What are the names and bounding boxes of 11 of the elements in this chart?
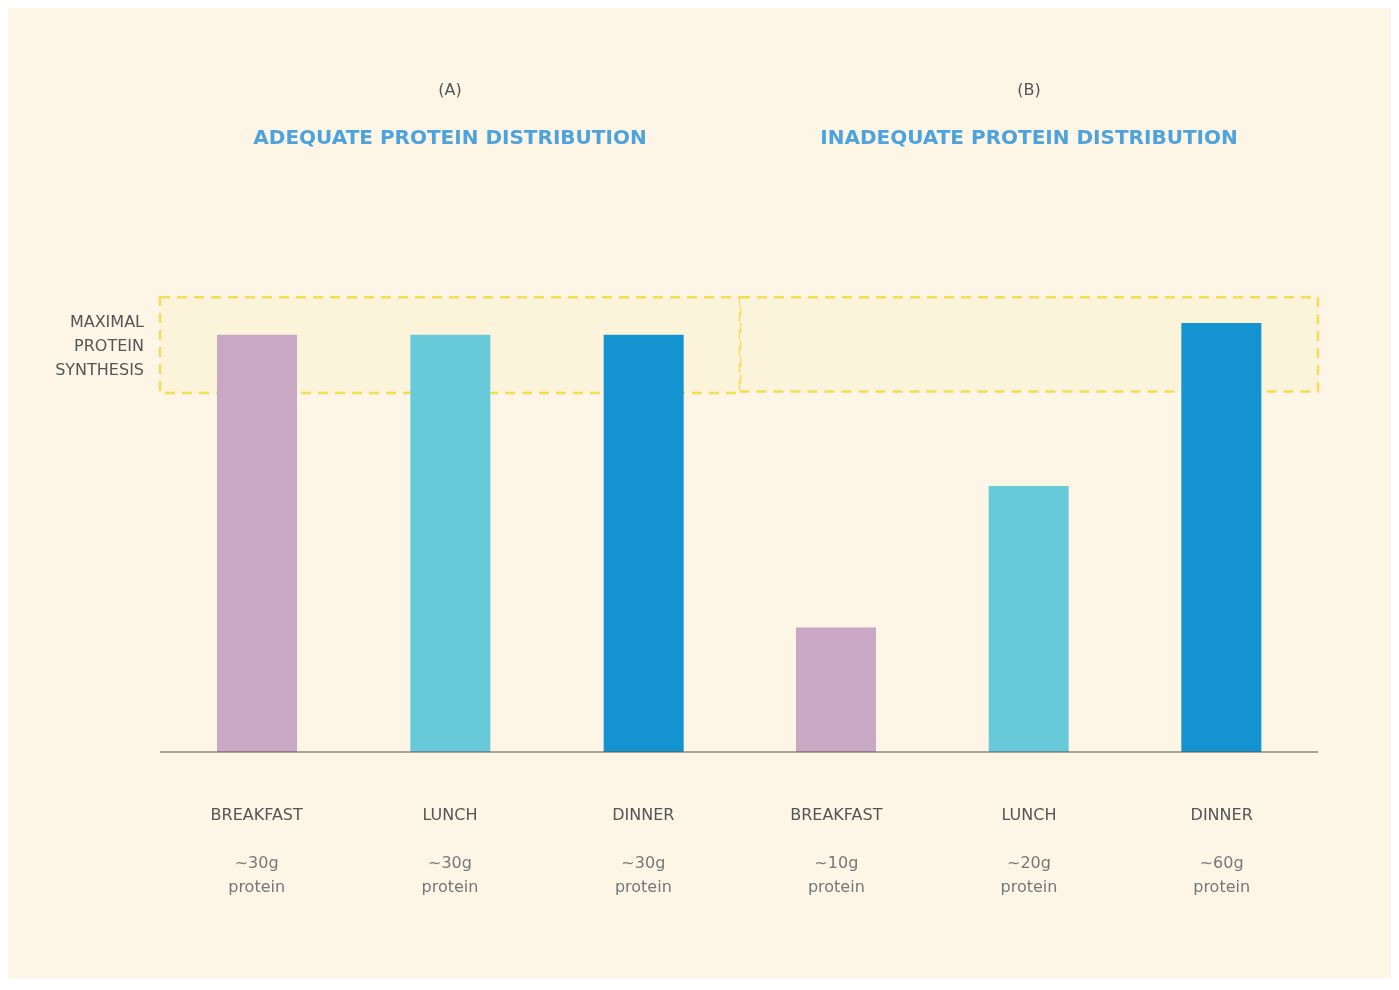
- chart-subtitle: (B): [1016, 80, 1042, 99]
- band-label: MAXIMAL PROTEIN SYNTHESIS: [55, 312, 145, 380]
- category-label: LUNCH ~30g protein: [421, 805, 479, 896]
- category-label: BREAKFAST ~10g protein: [790, 805, 883, 896]
- category-label: LUNCH ~20g protein: [1000, 805, 1058, 896]
- category-label: DINNER ~30g protein: [612, 805, 675, 896]
- category-label: DINNER ~60g protein: [1190, 805, 1253, 896]
- category-label: BREAKFAST ~30g protein: [210, 805, 303, 896]
- chart-title: ADEQUATE PROTEIN DISTRIBUTION: [252, 125, 648, 149]
- chart-title: INADEQUATE PROTEIN DISTRIBUTION: [819, 125, 1239, 149]
- chart-subtitle: (A): [437, 80, 463, 99]
